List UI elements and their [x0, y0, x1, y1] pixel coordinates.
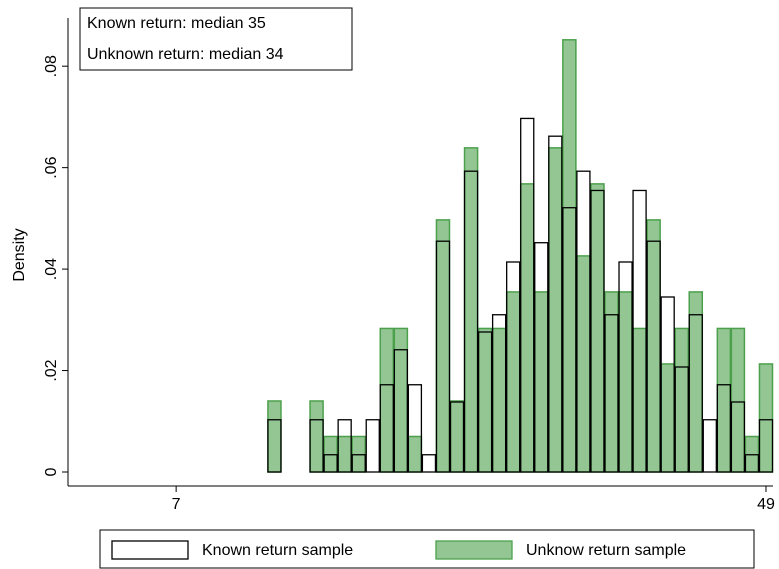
legend-label: Known return sample	[202, 542, 353, 559]
bar	[702, 419, 717, 473]
legend-swatch	[435, 540, 513, 560]
bar	[688, 314, 703, 473]
y-tick-label: .08	[43, 55, 60, 77]
bar	[267, 419, 282, 473]
bar	[646, 219, 661, 473]
bar	[309, 400, 324, 473]
bar	[393, 349, 409, 473]
bar	[730, 327, 746, 473]
bar	[337, 419, 352, 473]
bar	[758, 363, 774, 473]
bar	[506, 261, 521, 473]
bar	[716, 384, 732, 473]
bar	[463, 170, 479, 473]
bar	[337, 435, 352, 473]
bar	[716, 327, 732, 473]
bar	[758, 419, 774, 473]
bar	[323, 454, 338, 473]
y-tick-label: .02	[43, 359, 60, 381]
bar	[435, 240, 451, 473]
bar	[477, 331, 493, 473]
bar	[604, 314, 619, 473]
bar	[407, 435, 423, 473]
bar	[562, 39, 577, 473]
bar	[604, 291, 619, 473]
annotation-box	[79, 7, 353, 71]
bar	[618, 291, 633, 473]
bar	[576, 255, 591, 473]
bar	[407, 384, 423, 473]
bar	[309, 419, 324, 473]
y-axis-label: Density	[11, 228, 28, 281]
bar	[449, 400, 465, 473]
bar	[548, 147, 563, 473]
bar	[477, 327, 493, 473]
bar	[688, 291, 704, 473]
bar	[534, 291, 549, 473]
bar	[520, 117, 535, 473]
bar	[674, 366, 689, 473]
bar	[379, 327, 395, 473]
legend-label: Unknow return sample	[526, 542, 686, 559]
bar	[548, 135, 563, 473]
legend	[99, 529, 755, 569]
bar	[534, 242, 549, 473]
bar	[674, 327, 689, 473]
bar	[730, 401, 746, 473]
bar	[660, 363, 675, 473]
bar	[421, 454, 437, 473]
bar	[646, 240, 661, 473]
annotation: Unknown return: median 34	[87, 46, 284, 63]
bar	[491, 314, 507, 473]
bar	[351, 454, 366, 473]
y-tick-label: .04	[43, 258, 60, 280]
bar	[618, 261, 633, 473]
bar	[632, 189, 647, 473]
y-tick-label: 0	[43, 467, 60, 476]
bar	[590, 189, 605, 473]
bar	[562, 207, 577, 473]
annotation: Known return: median 35	[87, 15, 266, 32]
bar	[379, 384, 394, 473]
y-tick-label: .06	[43, 156, 60, 178]
bar	[632, 327, 647, 473]
x-tick-label: 49	[757, 496, 775, 513]
bar	[267, 400, 282, 473]
bar	[590, 183, 605, 473]
bar	[491, 327, 507, 473]
legend-swatch	[111, 540, 189, 560]
bar	[660, 296, 675, 473]
bar	[365, 419, 380, 473]
bar	[449, 401, 465, 473]
bar	[463, 147, 479, 473]
bar	[744, 454, 760, 473]
x-tick-label: 7	[172, 496, 181, 513]
bar	[519, 183, 535, 473]
bar	[576, 170, 591, 473]
bar	[505, 291, 521, 473]
bar	[435, 219, 451, 473]
